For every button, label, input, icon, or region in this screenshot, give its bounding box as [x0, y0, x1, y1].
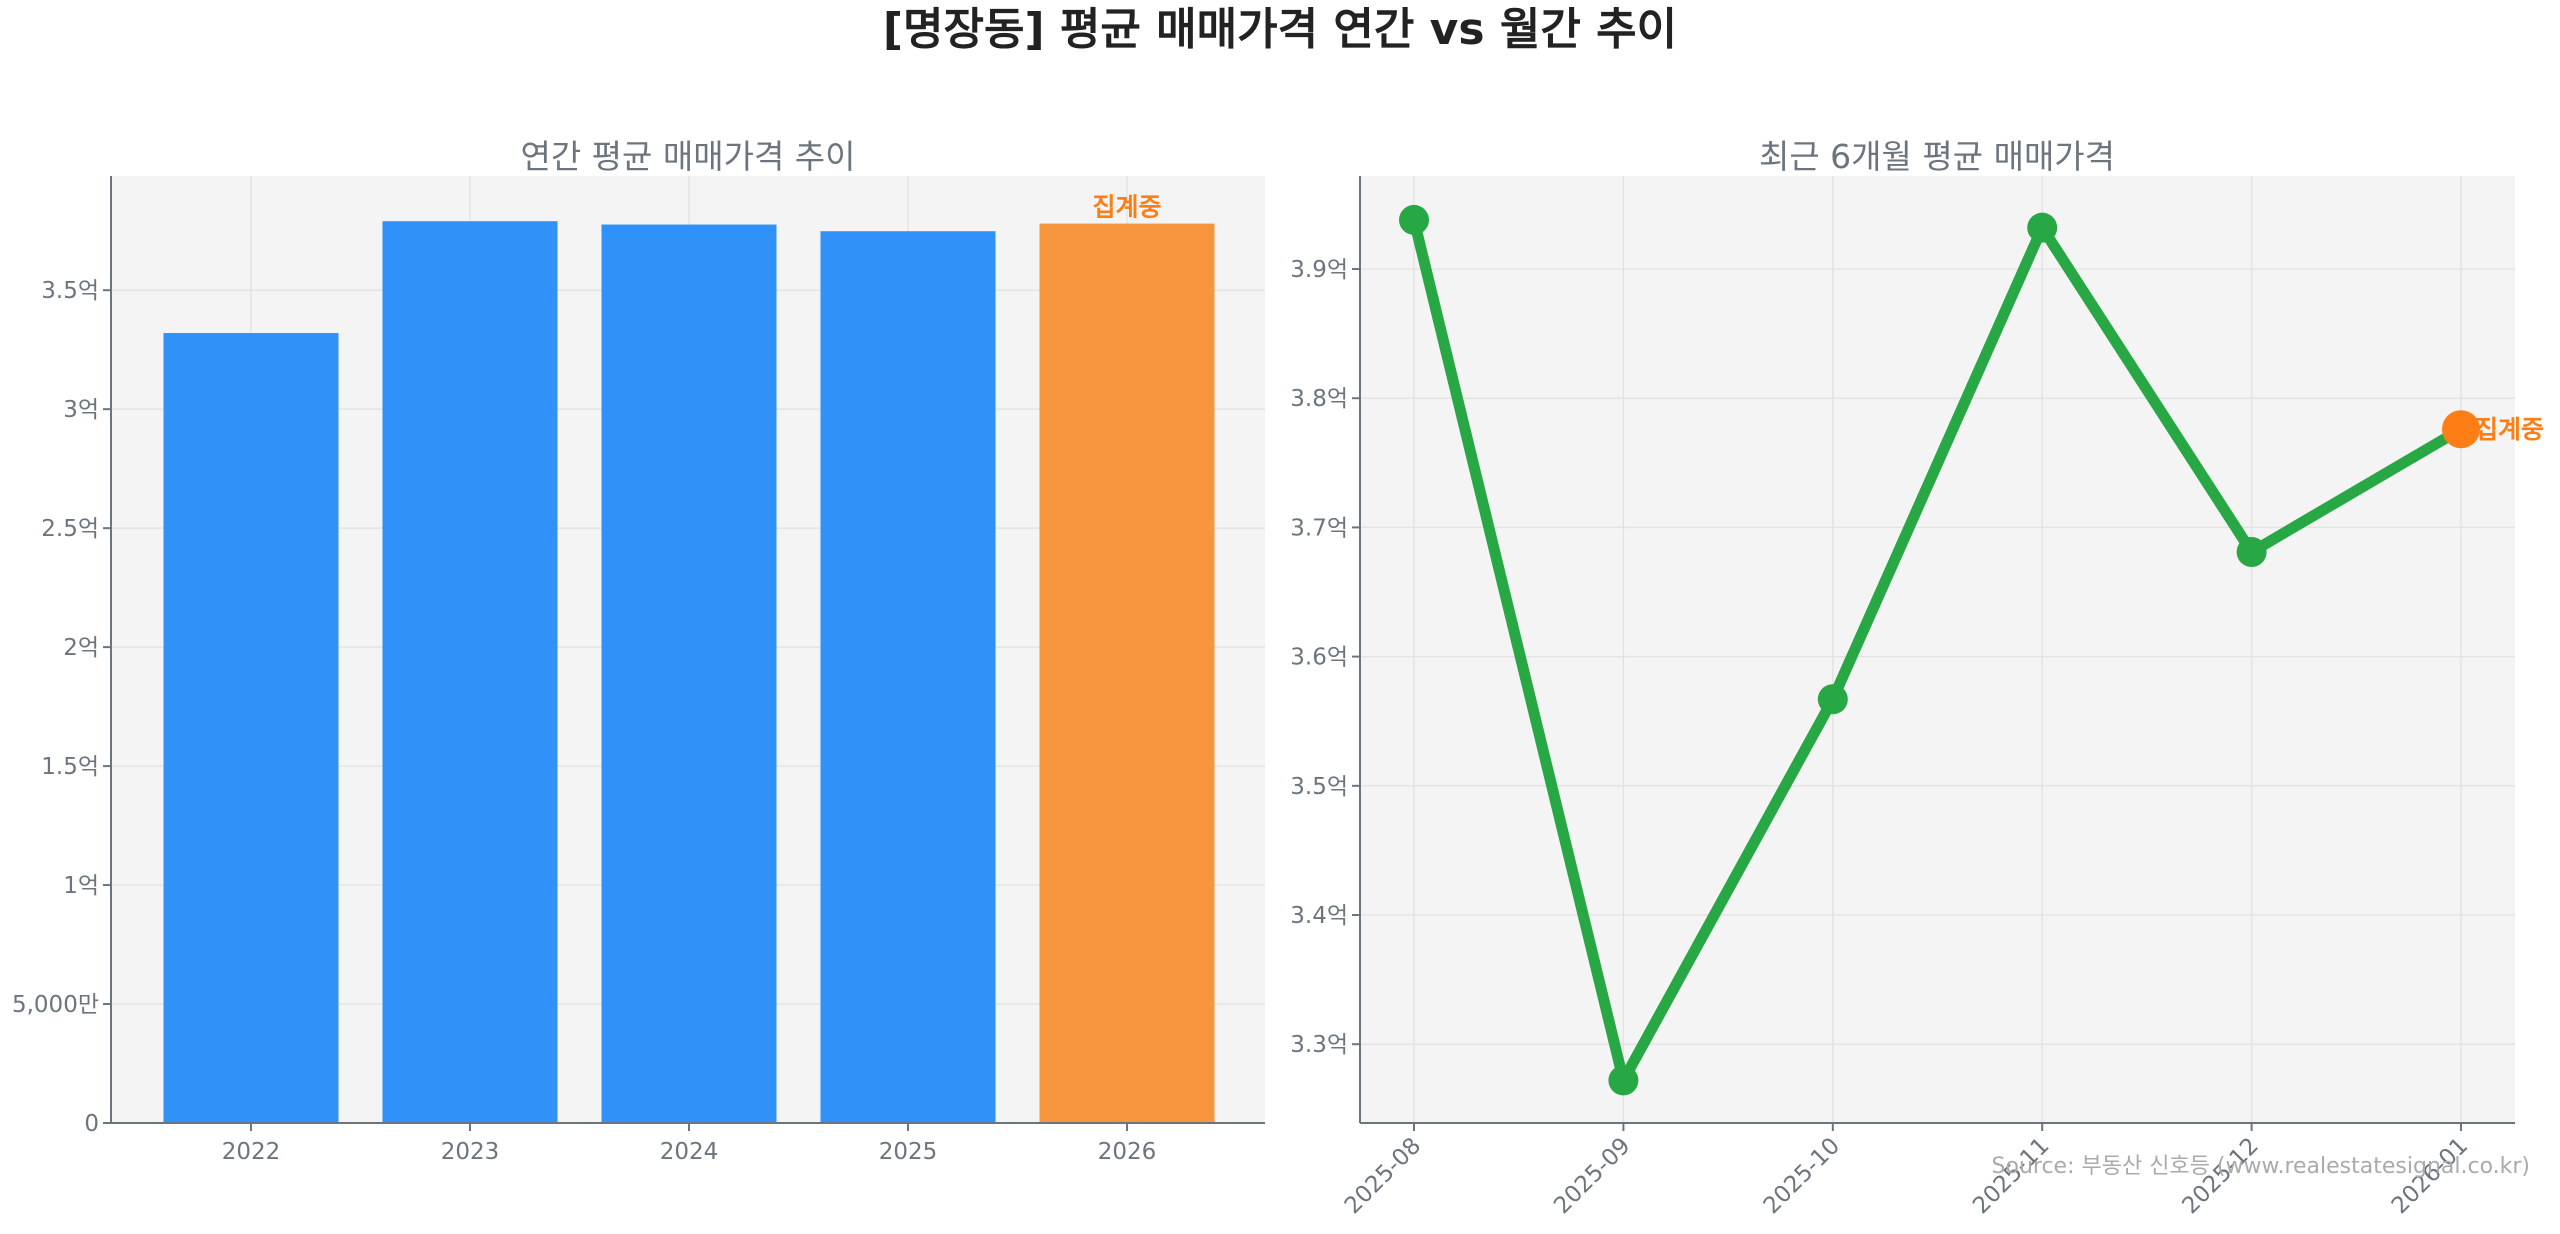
bar-2022: [163, 333, 339, 1124]
y-tick-label: 5,000만: [12, 992, 99, 1018]
annotation-label: 집계중: [2475, 415, 2544, 444]
x-tick-label: 2024: [660, 1139, 719, 1165]
x-tick-label: 2025-10: [1759, 1133, 1845, 1219]
x-tick-label: 2025: [879, 1139, 938, 1165]
data-point-2025-10: [1817, 684, 1848, 715]
x-tick-label: 2025-08: [1340, 1133, 1426, 1219]
data-point-2025-11: [2027, 212, 2058, 243]
x-tick-label: 2025-09: [1549, 1133, 1635, 1219]
data-point-2026-01: [2442, 410, 2480, 449]
data-point-2025-08: [1399, 204, 1429, 235]
y-tick-label: 3.3억: [1290, 1032, 1348, 1058]
data-point-2025-09: [1608, 1065, 1639, 1096]
y-tick-label: 2억: [63, 635, 99, 661]
x-tick-label: 2026: [1098, 1139, 1157, 1165]
y-tick-label: 1억: [63, 873, 99, 899]
y-tick-label: 0: [84, 1111, 99, 1137]
bar-2026: [1039, 223, 1215, 1123]
bar-2024: [601, 224, 777, 1124]
bar-2025: [820, 231, 996, 1123]
right-chart-title: 최근 6개월 평균 매매가격: [1759, 137, 2115, 176]
y-tick-label: 3.5억: [41, 278, 99, 304]
y-tick-label: 3.8억: [1290, 386, 1348, 412]
plot-background: [1360, 176, 2515, 1123]
y-tick-label: 3.4억: [1290, 903, 1348, 929]
x-tick-label: 2023: [441, 1139, 500, 1165]
annotation-label: 집계중: [1092, 193, 1161, 222]
y-tick-label: 1.5억: [41, 754, 99, 780]
monthly-line-chart: 3.3억 3.4억 3.5억 3.6억 3.7억 3.8억 3.9억 2025-08 2025-…: [1290, 176, 2544, 1219]
y-tick-label: 3.6억: [1290, 645, 1348, 671]
series-line: [1408, 218, 2464, 1086]
data-point-2025-12: [2236, 536, 2267, 567]
y-tick-label: 3억: [63, 397, 99, 423]
x-tick-label: 2022: [222, 1139, 281, 1165]
y-tick-label: 3.9억: [1290, 257, 1348, 283]
y-tick-label: 3.7억: [1290, 515, 1348, 541]
bar-2023: [382, 221, 558, 1123]
source-text: Source: 부동산 신호등 (www.realestatesignal.co…: [1992, 1154, 2530, 1179]
main-title: [명장동] 평균 매매가격 연간 vs 월간 추이: [883, 4, 1677, 55]
y-tick-label: 3.5억: [1290, 774, 1348, 800]
y-tick-label: 2.5억: [41, 516, 99, 542]
annual-bar-chart: 0 5,000만 1억 1.5억 2억 2.5억 3억 3.5억 2022 2023 2024 202…: [12, 176, 1265, 1165]
left-chart-title: 연간 평균 매매가격 추이: [520, 137, 855, 176]
